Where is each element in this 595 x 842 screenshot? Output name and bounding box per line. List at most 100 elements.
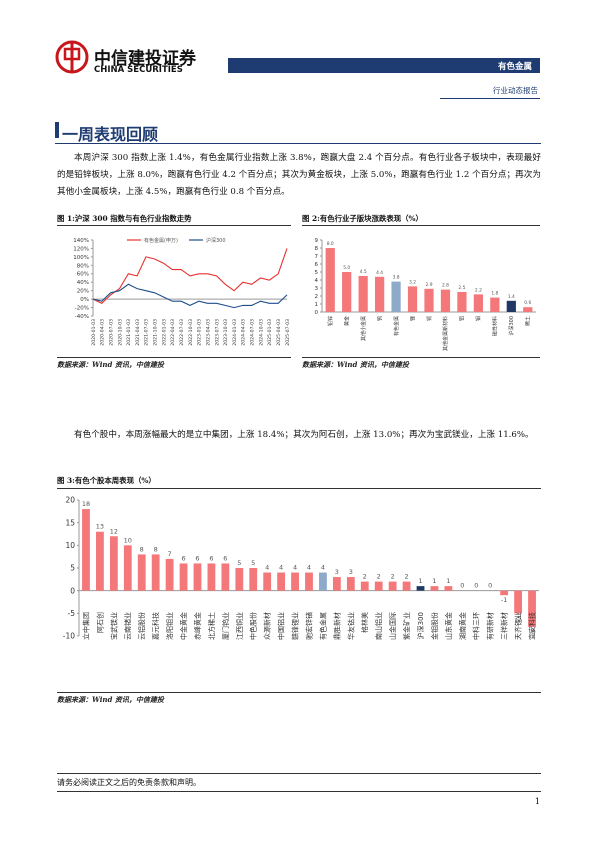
y-tick-label: 120% <box>73 246 89 252</box>
bar <box>388 581 397 591</box>
bar <box>346 577 355 591</box>
data-label: 5 <box>251 559 255 567</box>
y-tick-label: 4 <box>315 278 319 284</box>
data-label: 8 <box>154 545 158 553</box>
line <box>92 283 288 309</box>
bar <box>82 509 90 591</box>
bar <box>221 563 230 591</box>
bar <box>193 563 202 591</box>
data-label: 1 <box>432 577 436 585</box>
x-tick-label: 厦门钨业 <box>221 612 230 640</box>
logo-icon <box>55 40 89 74</box>
y-tick-label: 5 <box>315 270 319 276</box>
data-label: 1 <box>446 577 450 585</box>
x-tick-label: 湖南黄金 <box>458 612 467 640</box>
bar <box>416 586 425 591</box>
y-tick-label: 40% <box>77 280 89 286</box>
data-label: 0 <box>488 582 492 590</box>
figure-rule <box>57 225 291 226</box>
x-tick-label: 其他金属新材料 <box>442 316 449 351</box>
figure-title: 图 2:有色行业子版块涨跌表现（%） <box>302 214 423 223</box>
bar <box>424 288 434 312</box>
bar <box>291 572 299 591</box>
bar <box>391 281 401 312</box>
data-label: 6 <box>195 554 199 562</box>
x-tick-label: 2025-04-03 <box>276 319 282 346</box>
bar <box>514 590 522 614</box>
bar <box>123 545 132 591</box>
source: 数据来源：Wind 资讯，中信建投 <box>302 360 409 369</box>
legend-label: 沪深300 <box>206 237 226 244</box>
x-tick-label: 云南锗业 <box>123 612 132 640</box>
x-tick-label: 中国铝业 <box>277 612 286 640</box>
y-tick-label: 2 <box>315 294 319 300</box>
data-label: 6 <box>209 554 213 562</box>
data-label: 12 <box>110 527 118 535</box>
data-label: 2 <box>377 573 381 581</box>
x-tick-label: 众源新材 <box>263 612 272 640</box>
x-tick-label: 三祥新材 <box>500 612 509 640</box>
data-label: 3 <box>349 568 353 576</box>
data-label: 7 <box>168 550 172 558</box>
data-label: 5.0 <box>343 265 350 271</box>
x-tick-label: 有色金属 <box>393 316 400 336</box>
y-tick-label: 6 <box>315 262 319 268</box>
x-tick-label: 紫金矿业 <box>402 612 411 640</box>
bar <box>402 581 411 591</box>
y-tick-label: 8 <box>315 246 319 252</box>
x-tick-label: 宝武镁业 <box>109 612 118 640</box>
x-tick-label: 2022-04-03 <box>170 319 176 346</box>
bar <box>430 586 439 591</box>
x-tick-label: 黄金 <box>343 316 350 326</box>
y-tick-label: 0% <box>80 297 89 303</box>
x-tick-label: 铝 <box>459 316 466 321</box>
figure-title: 图 3:有色个股本周表现（%） <box>57 476 156 485</box>
y-tick-label: 15 <box>65 518 75 527</box>
data-label: 2.9 <box>426 282 433 288</box>
x-tick-label: 2020-07-03 <box>108 319 114 346</box>
y-tick-label: 80% <box>77 263 89 269</box>
x-tick-label: 有研新材 <box>486 612 495 640</box>
bar <box>151 554 160 591</box>
x-tick-label: 2023-07-03 <box>214 319 220 346</box>
page-number: 1 <box>534 797 540 806</box>
x-tick-label: 2023-04-03 <box>205 319 211 346</box>
figure-rule <box>302 357 540 358</box>
bar <box>374 581 383 591</box>
bar <box>500 590 509 596</box>
x-tick-label: 北方稀土 <box>207 612 216 640</box>
x-tick-label: 2022-01-03 <box>161 319 167 346</box>
x-tick-label: 2020-04-03 <box>100 319 106 346</box>
x-tick-label: 磁性材料 <box>492 316 499 336</box>
data-label: 1 <box>418 577 422 585</box>
section-title: 一周表现回顾 <box>62 125 159 144</box>
x-tick-label: 2022-07-03 <box>179 319 185 346</box>
data-label: -1 <box>501 596 507 604</box>
x-tick-label: 阿石创 <box>95 612 104 633</box>
x-tick-label: 山金国际 <box>388 612 397 640</box>
bar <box>165 558 174 591</box>
data-label: 4 <box>293 564 297 572</box>
bar <box>375 276 385 312</box>
bar <box>407 286 418 312</box>
x-tick-label: 中科三环 <box>472 612 481 640</box>
x-tick-label: 其他小金属 <box>360 316 367 341</box>
x-tick-label: 中金黄金 <box>179 612 188 640</box>
bar <box>490 297 500 312</box>
x-tick-label: 有色金属 <box>318 612 327 640</box>
header-bar <box>228 58 540 73</box>
bar <box>457 292 467 312</box>
data-label: 0 <box>460 582 464 590</box>
bar <box>319 572 327 591</box>
bar <box>506 300 516 312</box>
y-tick-label: 0 <box>315 310 319 316</box>
data-label: 2.5 <box>458 285 465 291</box>
y-tick-label: 3 <box>315 286 319 292</box>
x-tick-label: 中色股份 <box>249 612 258 640</box>
x-tick-label: 2021-04-03 <box>135 319 141 346</box>
x-tick-label: 2023-01-03 <box>197 319 203 346</box>
data-label: 4.5 <box>360 269 367 275</box>
data-label: 3.8 <box>393 275 400 281</box>
line <box>92 248 288 304</box>
